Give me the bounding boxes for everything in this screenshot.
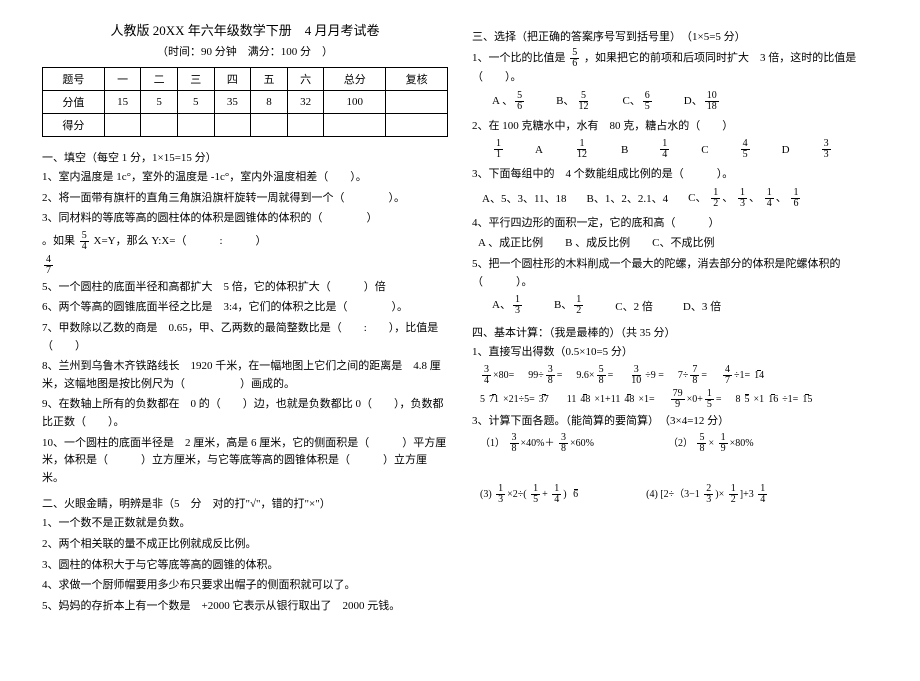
- q: 4、平行四边形的面积一定，它的底和高（ ）: [472, 215, 878, 233]
- fraction-icon: 54: [80, 231, 89, 252]
- q: 2、将一面带有旗杆的直角三角旗沿旗杆旋转一周就得到一个（ ）。: [42, 190, 448, 208]
- q: 2、在 100 克糖水中，水有 80 克，糖占水的（ ）: [472, 118, 878, 136]
- q: 5、把一个圆柱形的木料削成一个最大的陀螺，消去部分的体积是陀螺体积的（ ）。: [472, 256, 878, 291]
- sub: 3、计算下面各题。（能简算的要简算） （3×4=12 分）: [472, 413, 878, 431]
- doc-subtitle: （时间：90 分钟 满分：100 分 ）: [42, 43, 448, 59]
- right-column: 三、选择（把正确的答案序号写到括号里） （1×5=5 分） 1、一个比的比值是 …: [460, 20, 890, 661]
- calc-row: 34×80= 99÷38= 9.6×58= 310÷9 = 7÷78= 47÷1…: [480, 365, 878, 386]
- section-4-head: 四、基本计算：（我是最棒的）（共 35 分）: [472, 324, 878, 340]
- q: 3、同材料的等底等高的圆柱体的体积是圆锥体的体积的（ ）: [42, 210, 448, 228]
- options: A 、56 B、512 C、65 D、1018: [492, 91, 878, 112]
- q: 7、甲数除以乙数的商是 0.65，甲、乙两数的最简整数比是（ : ），比值是（ …: [42, 320, 448, 355]
- q: 1、一个比的比值是 56 ，如果把它的前项和后项同时扩大 3 倍，这时的比值是（…: [472, 48, 878, 87]
- sub: 1、直接写出得数（0.5×10=5 分）: [472, 344, 878, 362]
- section-2-head: 二、火眼金睛，明辨是非（5 分 对的打"√"，错的打"×"）: [42, 495, 448, 511]
- q: 9、在数轴上所有的负数都在 0 的（ ）边，也就是负数都比 0（ ），负数都比正…: [42, 396, 448, 431]
- left-column: 人教版 20XX 年六年级数学下册 4 月月考试卷 （时间：90 分钟 满分：1…: [30, 20, 460, 661]
- score-table: 题号 一 二 三 四 五 六 总分 复核 分值 15 5 5 35 8 32 1…: [42, 67, 448, 137]
- doc-title: 人教版 20XX 年六年级数学下册 4 月月考试卷: [42, 20, 448, 39]
- q: 。如果 54 X=Y，那么 Y:X=（ : ）: [42, 231, 448, 252]
- q: 4、求做一个厨师帽要用多少布只要求出帽子的侧面积就可以了。: [42, 577, 448, 595]
- options: A 、成正比例 B 、成反比例 C、不成比例: [472, 235, 878, 253]
- table-row: 题号 一 二 三 四 五 六 总分 复核: [43, 68, 448, 91]
- section-1-head: 一、填空（每空 1 分，1×15=15 分）: [42, 149, 448, 165]
- q: 1、室内温度是 1c°，室外的温度是 -1c°，室内外温度相差（ ）。: [42, 169, 448, 187]
- q: 5、妈妈的存折本上有一个数是 +2000 它表示从银行取出了 2000 元钱。: [42, 598, 448, 616]
- calc-row: (3) 13×2÷( 15+ 14) 6 (4) [2÷（3−1 23)× 12…: [480, 484, 878, 505]
- q: 2、两个相关联的量不成正比例就成反比例。: [42, 536, 448, 554]
- calc-row: 571×21÷5=37 1148×1+1148×1= 799×0+15= 85×…: [480, 389, 878, 410]
- section-3-head: 三、选择（把正确的答案序号写到括号里） （1×5=5 分）: [472, 28, 878, 44]
- q: 8、兰州到乌鲁木齐铁路线长 1920 千米，在一幅地图上它们之间的距离是 4.8…: [42, 358, 448, 393]
- q: 10、一个圆柱的底面半径是 2 厘米，高是 6 厘米，它的侧面积是（ ）平方厘米…: [42, 435, 448, 488]
- q: 47: [42, 255, 448, 276]
- options: A、5、3、11、18 B、1、2、2.1、4 C、 12、 13、 14、 1…: [482, 188, 878, 209]
- calc-row: （1） 38×40%＋ 38×60% （2） 58× 19×80%: [480, 433, 878, 454]
- fraction-icon: 47: [44, 255, 53, 276]
- table-row: 分值 15 5 5 35 8 32 100: [43, 91, 448, 114]
- q: 1、一个数不是正数就是负数。: [42, 515, 448, 533]
- q: 3、下面每组中的 4 个数能组成比例的是（ ）。: [472, 166, 878, 184]
- table-row: 得分: [43, 114, 448, 137]
- q: 6、两个等高的圆锥底面半径之比是 3:4，它们的体积之比是（ ）。: [42, 299, 448, 317]
- options: 11 A 112 B 14 C 45 D 33: [492, 139, 878, 160]
- fraction-icon: 56: [570, 48, 579, 69]
- q: 3、圆柱的体积大于与它等底等高的圆锥的体积。: [42, 557, 448, 575]
- q: 5、一个圆柱的底面半径和高都扩大 5 倍，它的体积扩大（ ）倍: [42, 279, 448, 297]
- options: A、13 B、12 C、2 倍 D、3 倍: [492, 295, 878, 316]
